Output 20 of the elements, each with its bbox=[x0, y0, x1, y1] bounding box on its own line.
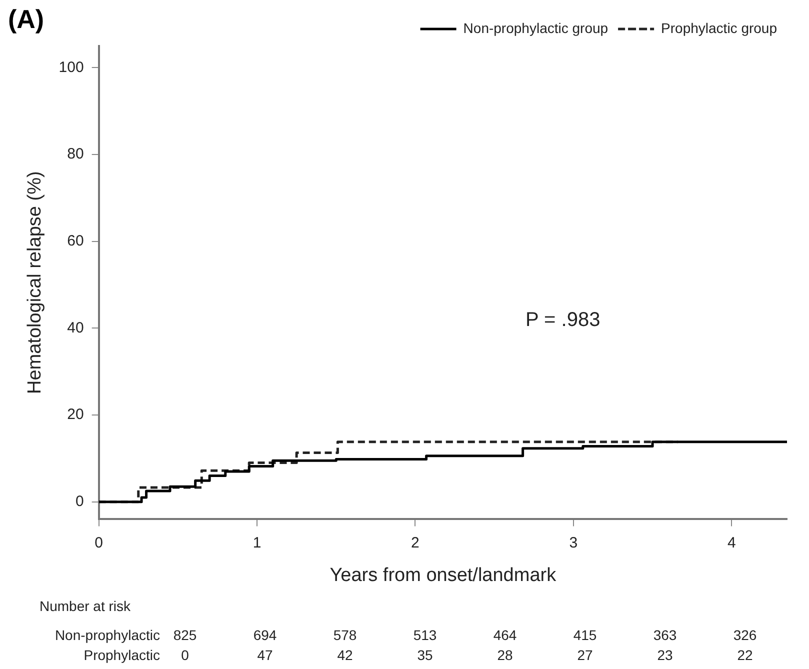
legend-label: Non-prophylactic group bbox=[463, 20, 608, 36]
y-tick-label: 40 bbox=[67, 319, 84, 336]
y-tick-label: 20 bbox=[67, 406, 84, 424]
x-axis-title: Years from onset/landmark bbox=[330, 564, 557, 586]
x-tick-label: 4 bbox=[727, 534, 736, 552]
annotation: P = .983 bbox=[525, 308, 600, 331]
y-tick-label: 0 bbox=[75, 492, 84, 510]
text: Prophylactic 0 47 42 35 28 27 23 22 bbox=[84, 647, 753, 663]
chart-title: (A) bbox=[8, 4, 44, 35]
x-tick-label: 2 bbox=[411, 534, 420, 552]
y-tick-label: 80 bbox=[67, 146, 84, 163]
y-axis-title: Hematological relapse (%) bbox=[24, 171, 46, 394]
text: Non-prophylactic 825 694 578 513 464 415 363 326 bbox=[54, 627, 757, 643]
x-tick-label: 1 bbox=[252, 534, 262, 552]
y-tick-label: 100 bbox=[58, 58, 84, 76]
y-tick-label: 60 bbox=[67, 232, 84, 250]
x-tick-label: 3 bbox=[569, 534, 578, 552]
text: Number at risk bbox=[39, 598, 131, 614]
x-tick-label: 0 bbox=[94, 534, 103, 552]
legend-label: Prophylactic group bbox=[661, 20, 778, 36]
